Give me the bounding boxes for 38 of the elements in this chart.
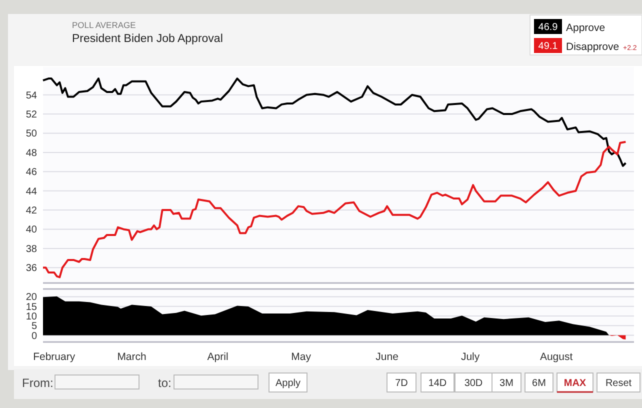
x-tick-label: April	[207, 351, 228, 363]
y-tick-label: 42	[26, 206, 38, 217]
y-tick-label: 52	[26, 110, 38, 121]
button: 14D	[420, 372, 454, 392]
x-tick-label: February	[33, 351, 76, 363]
text: to:	[158, 376, 172, 390]
y-tick-label: 38	[26, 244, 38, 255]
chart-subtitle: POLL AVERAGE	[72, 20, 136, 30]
text: From:	[22, 376, 54, 390]
y-tick-label: 36	[26, 263, 38, 274]
text: 49.1	[538, 41, 558, 52]
button: 30D	[454, 372, 492, 392]
x-tick-label: July	[460, 351, 480, 363]
button: MAX	[556, 372, 594, 393]
y-tick-label: 40	[26, 224, 38, 236]
y-tick-label: 20	[26, 292, 38, 304]
legend-label: Approve	[566, 22, 606, 34]
y-tick-label: 48	[26, 148, 38, 159]
x-tick-label: May	[291, 351, 312, 363]
button: Reset	[596, 372, 640, 392]
x-tick-label: March	[117, 351, 147, 363]
y-tick-label: 54	[26, 90, 38, 102]
y-tick-label: 15	[26, 302, 38, 313]
x-tick-label: August	[540, 351, 573, 363]
y-tick-label: 0	[31, 330, 38, 342]
y-tick-label: 10	[26, 311, 38, 322]
y-tick-label: 50	[26, 128, 38, 140]
y-tick-label: 5	[31, 321, 38, 332]
chart-title: President Biden Job Approval	[72, 33, 223, 45]
legend-label: Disapprove	[566, 41, 620, 53]
y-tick-label: 46	[26, 167, 38, 178]
button: 7D	[386, 372, 416, 392]
button: 6M	[524, 372, 554, 392]
x-tick-label: June	[376, 351, 399, 363]
y-tick-label: 44	[26, 186, 38, 198]
button: Apply	[268, 372, 308, 392]
text: 46.9	[538, 22, 558, 33]
button: 3M	[492, 372, 522, 392]
